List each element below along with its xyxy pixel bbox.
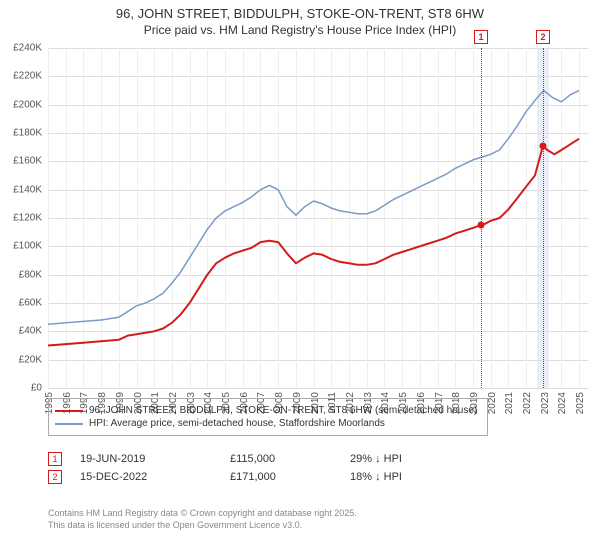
chart-area: £0£20K£40K£60K£80K£100K£120K£140K£160K£1… [48,48,588,388]
titles: 96, JOHN STREET, BIDDULPH, STOKE-ON-TREN… [0,0,600,37]
legend-swatch [55,423,83,425]
legend-row: 96, JOHN STREET, BIDDULPH, STOKE-ON-TREN… [55,405,481,416]
title-address: 96, JOHN STREET, BIDDULPH, STOKE-ON-TREN… [0,6,600,21]
y-tick-label: £20K [0,354,42,365]
footer-copyright: Contains HM Land Registry data © Crown c… [48,508,588,520]
y-tick-label: £40K [0,326,42,337]
legend-label: 96, JOHN STREET, BIDDULPH, STOKE-ON-TREN… [89,405,477,416]
sale-row: 2 15-DEC-2022£171,00018% ↓ HPI [48,470,588,484]
marker-dot [540,142,547,149]
legend-label: HPI: Average price, semi-detached house,… [89,418,385,429]
plot-region: £0£20K£40K£60K£80K£100K£120K£140K£160K£1… [48,48,588,388]
y-tick-label: £0 [0,383,42,394]
y-tick-label: £220K [0,71,42,82]
y-tick-label: £80K [0,269,42,280]
y-tick-label: £200K [0,99,42,110]
chart-container: 96, JOHN STREET, BIDDULPH, STOKE-ON-TREN… [0,0,600,560]
legend-box: 96, JOHN STREET, BIDDULPH, STOKE-ON-TREN… [48,398,488,436]
sale-marker: 1 [48,452,62,466]
y-tick-label: £140K [0,184,42,195]
series-property [48,139,579,346]
marker-line [543,48,544,388]
marker-line [481,48,482,388]
legend-swatch [55,410,83,412]
y-tick-label: £180K [0,128,42,139]
legend-row: HPI: Average price, semi-detached house,… [55,418,481,429]
footer: Contains HM Land Registry data © Crown c… [48,508,588,531]
y-tick-label: £160K [0,156,42,167]
series-hpi [48,91,579,325]
sale-price: £171,000 [230,471,350,483]
marker-box: 2 [536,30,550,44]
sales-table: 1 19-JUN-2019£115,00029% ↓ HPI 2 15-DEC-202… [48,448,588,488]
sale-pct: 29% ↓ HPI [350,453,470,465]
y-tick-label: £120K [0,213,42,224]
y-tick-label: £100K [0,241,42,252]
sale-pct: 18% ↓ HPI [350,471,470,483]
y-tick-label: £240K [0,43,42,54]
legend-area: 96, JOHN STREET, BIDDULPH, STOKE-ON-TREN… [48,398,588,436]
sale-price: £115,000 [230,453,350,465]
sale-date: 19-JUN-2019 [80,453,230,465]
sale-date: 15-DEC-2022 [80,471,230,483]
title-subtitle: Price paid vs. HM Land Registry's House … [0,23,600,37]
y-tick-label: £60K [0,298,42,309]
line-svg [48,48,588,388]
sale-row: 1 19-JUN-2019£115,00029% ↓ HPI [48,452,588,466]
gridline-h [48,388,588,389]
sale-marker: 2 [48,470,62,484]
footer-licence: This data is licensed under the Open Gov… [48,520,588,532]
marker-box: 1 [474,30,488,44]
marker-dot [478,222,485,229]
